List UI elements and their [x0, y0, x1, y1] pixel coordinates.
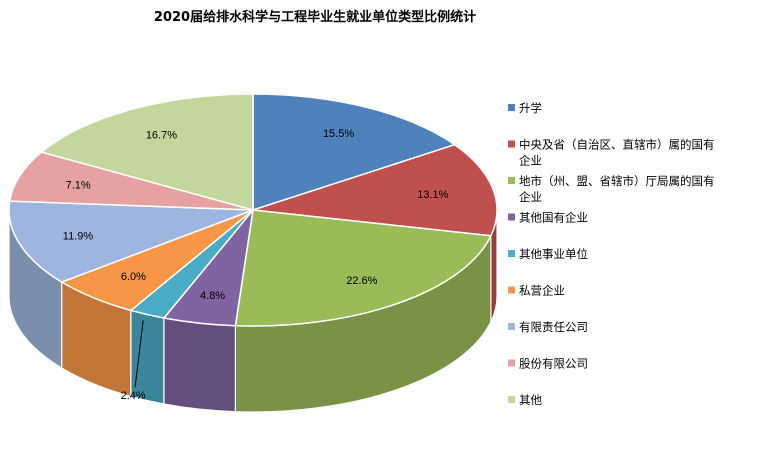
legend-swatch-0 [508, 104, 515, 111]
slice-0 [252, 93, 457, 212]
legend-label-7: 股份有限公司 [519, 357, 588, 371]
data-label-7: 7.1% [66, 179, 91, 191]
legend-label-4: 其他事业单位 [519, 247, 588, 261]
data-label-1: 13.1% [417, 189, 448, 201]
leader-line-4 [134, 320, 144, 388]
legend-label-8: 其他 [519, 393, 542, 407]
legend-label-6: 有限责任公司 [519, 320, 588, 334]
slice-8 [39, 93, 254, 211]
slice-side-3 [163, 317, 237, 413]
data-label-5: 6.0% [121, 271, 146, 283]
legend-swatch-2 [508, 177, 515, 184]
slice-labels: 15.5% 13.1% 22.6% 4.8% 2.4% 6.0% 11.9% 7.1% 16.7… [63, 128, 449, 402]
data-label-2: 22.6% [346, 275, 377, 287]
chart-title: 2020届给排水科学与工程毕业生就业单位类型比例统计 [154, 9, 476, 25]
data-label-8: 16.7% [146, 130, 177, 142]
legend-swatch-5 [508, 286, 515, 294]
slice-6 [8, 200, 254, 283]
legend-swatch-6 [508, 323, 515, 330]
pie-depth [8, 209, 498, 413]
slice-1 [252, 143, 498, 237]
legend-label-0: 升学 [519, 101, 542, 115]
data-label-4: 2.4% [121, 390, 146, 402]
legend-swatch-7 [508, 359, 515, 367]
legend: 升学中央及省（自治区、直辖市）属的国有企业地市（州、盟、省辖市）厅局属的国有企业… [508, 101, 715, 407]
data-label-6: 11.9% [63, 230, 94, 242]
legend-swatch-8 [508, 396, 515, 403]
legend-label-3: 其他国有企业 [519, 211, 588, 225]
legend-swatch-4 [508, 250, 515, 257]
pie-top [8, 93, 498, 327]
slice-2 [234, 209, 493, 327]
slice-7 [8, 151, 254, 211]
legend-swatch-3 [508, 213, 515, 221]
data-label-0: 15.5% [323, 128, 354, 140]
legend-label-1: 中央及省（自治区、直辖市）属的国有企业 [519, 138, 715, 168]
legend-swatch-1 [508, 140, 515, 148]
data-label-3: 4.8% [200, 290, 225, 302]
legend-label-5: 私营企业 [519, 284, 565, 298]
legend-label-2: 地市（州、盟、省辖市）厅局属的国有企业 [519, 174, 715, 204]
